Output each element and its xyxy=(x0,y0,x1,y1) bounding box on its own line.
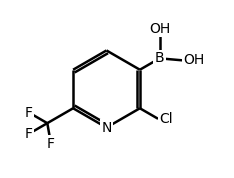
Text: F: F xyxy=(25,106,33,120)
Text: OH: OH xyxy=(149,22,170,36)
Text: F: F xyxy=(25,127,33,141)
Text: B: B xyxy=(155,51,165,65)
Text: Cl: Cl xyxy=(159,112,173,126)
Text: N: N xyxy=(101,121,112,135)
Text: OH: OH xyxy=(183,53,205,67)
Text: F: F xyxy=(47,137,55,151)
